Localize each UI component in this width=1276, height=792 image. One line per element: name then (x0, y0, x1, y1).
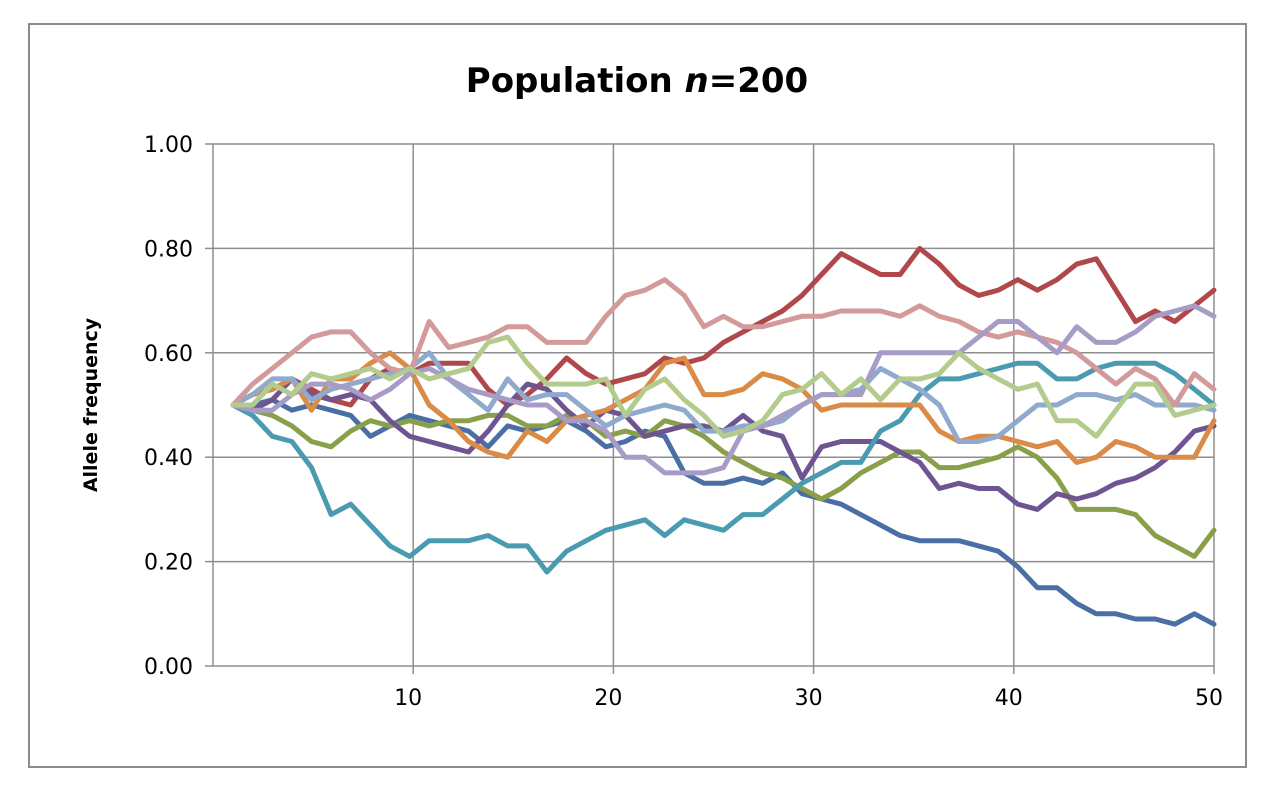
y-axis-label: Allele frequency (80, 317, 102, 492)
y-tick-label: 0.00 (144, 655, 193, 680)
x-tick-label: 50 (1195, 686, 1223, 711)
series-line-5 (230, 360, 1217, 575)
y-tick-label: 1.00 (144, 133, 193, 158)
x-tick-label: 40 (995, 686, 1023, 711)
y-tick-label: 0.60 (144, 342, 193, 367)
chart-title-n: n (685, 61, 709, 101)
y-tick-label: 0.20 (144, 551, 193, 576)
tick-labels: 0.00 0.20 0.40 0.60 0.80 1.00 10 20 30 40 50 (144, 133, 1223, 711)
x-tick-label: 20 (594, 686, 622, 711)
y-tick-label: 0.80 (144, 237, 193, 262)
chart-title-suffix: =200 (709, 61, 808, 101)
chart-title: Population n=200 (466, 61, 808, 101)
series-line-2 (230, 245, 1217, 408)
series-group (230, 245, 1217, 627)
y-tick-label: 0.40 (144, 446, 193, 471)
series-line-9 (230, 303, 1217, 476)
x-tick-label: 30 (795, 686, 823, 711)
series-line-10 (230, 334, 1217, 439)
chart-title-text: Population (466, 61, 685, 101)
series-line-8 (230, 277, 1217, 408)
series-line-6 (230, 350, 1217, 465)
x-tick-label: 10 (394, 686, 422, 711)
